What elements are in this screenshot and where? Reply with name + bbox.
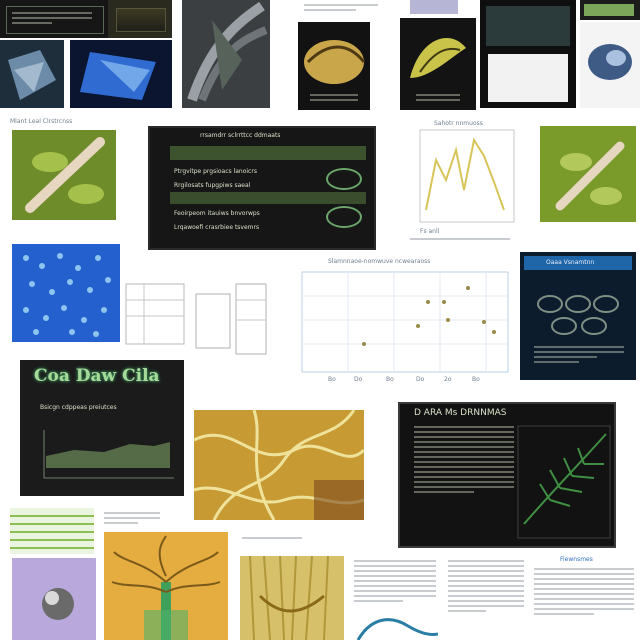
glow-subtitle: Bsicgn cdppeas preiutces xyxy=(40,404,117,411)
panel-row: Feoirpeom itauiws bnvorwps xyxy=(174,210,260,217)
chart-caption: Sahotr nnmuoss xyxy=(434,120,483,127)
thumb-text-page-1[interactable] xyxy=(352,556,438,640)
thumb-golden-roots[interactable] xyxy=(240,556,344,640)
thumb-blue-card[interactable] xyxy=(70,40,172,108)
scatter-title: Slamnnaoe-nomwuve ncwearaoss xyxy=(328,258,431,265)
x-tick: Bo xyxy=(328,376,336,383)
thumb-green-strip[interactable] xyxy=(580,0,640,20)
thumb-lavender[interactable] xyxy=(410,0,458,14)
doc-header: Fiewnsmes xyxy=(560,556,593,563)
fern-header: D ARA Ms DRNNMAS xyxy=(414,408,507,418)
thumb-leaf-specimen-2[interactable] xyxy=(540,126,636,222)
thumb-green-poster[interactable] xyxy=(400,18,476,110)
thumb-doc-header[interactable] xyxy=(300,0,382,20)
thumb-text-lines[interactable] xyxy=(102,508,162,536)
thumb-dark-banner[interactable] xyxy=(0,0,108,38)
thumb-dark-card[interactable]: Oaaa Vsnamtnn xyxy=(520,252,636,380)
thumb-scatter-chart[interactable]: Slamnnaoe-nomwuve ncwearaoss Bo Do Bo Do… xyxy=(288,256,514,386)
x-tick: Bo xyxy=(386,376,394,383)
thumb-olive-swatch[interactable] xyxy=(108,0,172,38)
thumb-striped-doc[interactable] xyxy=(10,508,94,554)
thumb-golden-tree[interactable] xyxy=(104,532,228,640)
thumb-schematic[interactable] xyxy=(124,270,270,360)
card-title: Oaaa Vsnamtnn xyxy=(546,259,595,266)
glow-title: Coa Daw Cila xyxy=(34,366,160,386)
thumb-doc-line[interactable] xyxy=(240,534,304,546)
thumb-dark-panel[interactable]: rrsamdrr sclrrttcc ddmaats Ptrgvitpe prg… xyxy=(148,126,376,250)
x-tick: 2o xyxy=(444,376,452,383)
x-tick: Bo xyxy=(472,376,480,383)
thumb-blue-rock[interactable] xyxy=(580,22,640,108)
panel-row: Rrgilosats fupgpiws saeal xyxy=(174,182,251,189)
thumb-purple-sphere[interactable] xyxy=(12,558,96,640)
x-tick: Do xyxy=(354,376,363,383)
thumb-doc-list[interactable]: Fiewnsmes xyxy=(530,556,640,640)
thumb-blue-glass[interactable] xyxy=(0,40,64,108)
thumb-text-page-2[interactable] xyxy=(446,556,526,640)
caption-text: Mlant Leal Clrstrcnss xyxy=(10,118,73,125)
thumb-grey-plant[interactable] xyxy=(182,0,270,108)
thumb-glow-card[interactable]: Coa Daw Cila Bsicgn cdppeas preiutces xyxy=(20,360,184,496)
thumb-leaf-poster[interactable] xyxy=(298,22,370,110)
panel-row: Lrqawoefi crasrbiee tsvemrs xyxy=(174,224,260,231)
thumb-green-fern[interactable]: D ARA Ms DRNNMAS xyxy=(398,402,616,548)
thumb-golden-network[interactable] xyxy=(194,410,364,520)
panel-header: rrsamdrr sclrrttcc ddmaats xyxy=(200,132,281,139)
x-tick: Do xyxy=(416,376,425,383)
thumb-leaf-specimen[interactable]: Mlant Leal Clrstrcnss xyxy=(10,118,118,222)
thumb-line-chart[interactable]: Sahotr nnmuoss Fs anll xyxy=(390,120,524,250)
chart-axis-label: Fs anll xyxy=(420,228,440,235)
panel-row: Ptrgvitpe prgsioacs lanoicrs xyxy=(174,168,257,175)
thumb-dark-lens[interactable] xyxy=(480,0,576,108)
thumb-blue-cells[interactable] xyxy=(12,244,120,342)
